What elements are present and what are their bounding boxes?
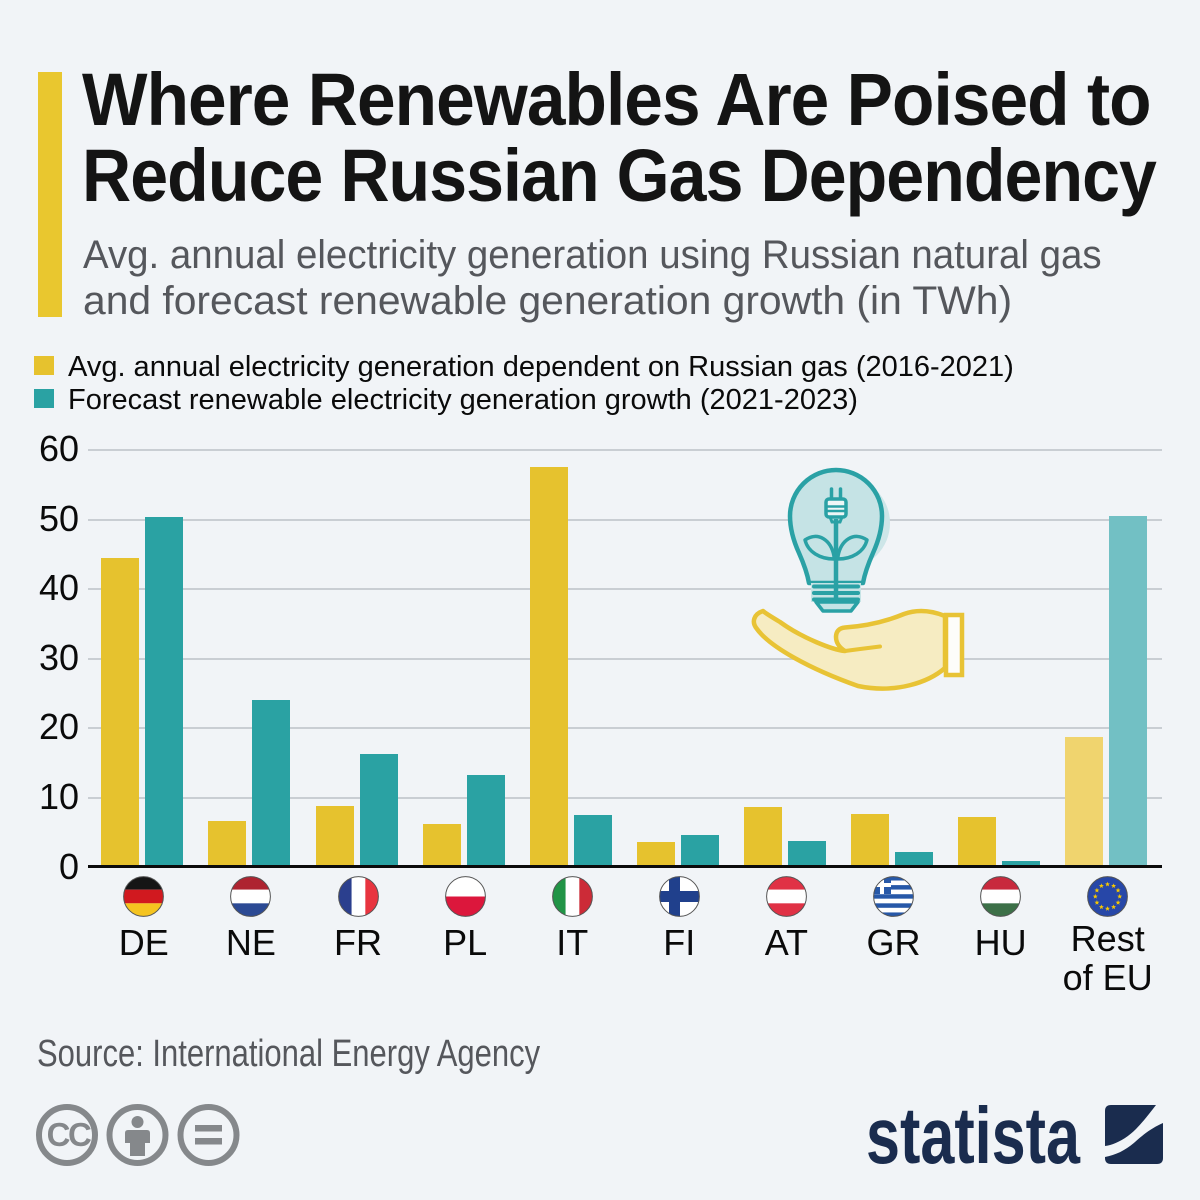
svg-text:statista: statista: [866, 1091, 1080, 1175]
svg-text:CC: CC: [47, 1116, 91, 1153]
